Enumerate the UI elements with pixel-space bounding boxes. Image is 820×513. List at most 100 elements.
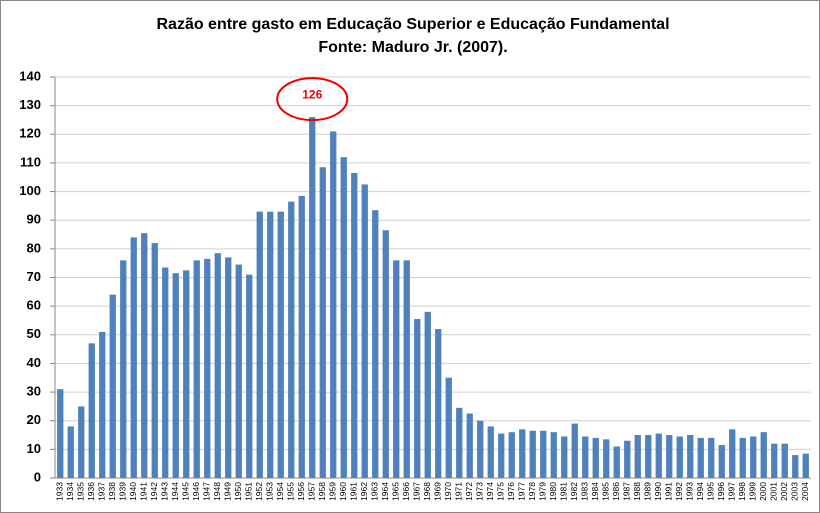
x-tick-label: 1959 (328, 482, 338, 501)
bar (613, 446, 620, 478)
y-tick-label: 60 (27, 298, 41, 313)
bar (88, 343, 95, 478)
x-tick-label: 1966 (401, 482, 411, 501)
bar (519, 429, 526, 478)
x-tick-label: 1986 (611, 482, 621, 501)
x-tick-label: 1997 (727, 482, 737, 501)
x-tick-label: 1968 (422, 482, 432, 501)
x-tick-label: 1998 (737, 482, 747, 501)
annotation: 126 (302, 87, 322, 101)
bar (802, 453, 809, 478)
x-tick-label: 1992 (674, 482, 684, 501)
x-tick-label: 2003 (790, 482, 800, 501)
x-tick-label: 1978 (527, 482, 537, 501)
bar (582, 436, 589, 478)
x-tick-label: 1939 (118, 482, 128, 501)
bar (225, 257, 232, 478)
x-tick-label: 1995 (706, 482, 716, 501)
x-tick-label: 1960 (338, 482, 348, 501)
bar (498, 433, 505, 478)
x-tick-label: 1944 (170, 482, 180, 501)
x-tick-label: 1999 (748, 482, 758, 501)
bar (424, 311, 431, 478)
x-tick-label: 1936 (86, 482, 96, 501)
y-tick-label: 90 (27, 212, 41, 227)
x-tick-label: 1975 (496, 482, 506, 501)
x-tick-label: 1948 (212, 482, 222, 501)
bar (235, 264, 242, 478)
bar (99, 331, 106, 478)
y-tick-label: 100 (19, 183, 41, 198)
x-tick-label: 1980 (548, 482, 558, 501)
bar (309, 117, 316, 478)
bar (130, 237, 137, 478)
bar (729, 429, 736, 478)
bar (697, 437, 704, 478)
x-tick-label: 1940 (128, 482, 138, 501)
bar (162, 267, 169, 478)
x-tick-label: 1976 (506, 482, 516, 501)
bar (771, 443, 778, 478)
x-tick-label: 1956 (296, 482, 306, 501)
bar (120, 260, 127, 478)
bar (592, 437, 599, 478)
x-tick-label: 1950 (233, 482, 243, 501)
bar (645, 435, 652, 478)
y-tick-label: 10 (27, 441, 41, 456)
bar (655, 433, 662, 478)
x-tick-label: 2002 (779, 482, 789, 501)
bar (508, 432, 515, 478)
x-tick-label: 2000 (758, 482, 768, 501)
x-tick-label: 1955 (286, 482, 296, 501)
x-tick-label: 1954 (275, 482, 285, 501)
y-tick-label: 110 (20, 154, 41, 169)
bar (57, 389, 64, 478)
x-tick-label: 1933 (55, 482, 65, 501)
x-tick-label: 1961 (349, 482, 359, 501)
annotation-ellipse (276, 77, 349, 122)
x-tick-label: 1947 (202, 482, 212, 501)
x-tick-label: 1945 (181, 482, 191, 501)
x-tick-label: 1970 (443, 482, 453, 501)
x-tick-label: 1951 (244, 482, 254, 501)
x-tick-label: 1953 (265, 482, 275, 501)
x-tick-label: 1996 (716, 482, 726, 501)
bar (214, 253, 221, 478)
y-tick-label: 50 (27, 326, 41, 341)
bar (204, 258, 211, 478)
x-tick-label: 1979 (538, 482, 548, 501)
bar (372, 210, 379, 479)
bar (193, 260, 200, 478)
chart-title: Razão entre gasto em Educação Superior e… (156, 16, 669, 33)
x-tick-label: 1982 (569, 482, 579, 501)
x-tick-label: 1973 (475, 482, 485, 501)
x-tick-label: 1937 (97, 482, 107, 501)
bar (687, 435, 694, 478)
bar (708, 437, 715, 478)
bar (361, 184, 368, 479)
bar (267, 211, 274, 478)
bar (487, 426, 494, 478)
bar (624, 440, 631, 478)
bar (351, 172, 358, 479)
bar (529, 430, 536, 478)
bar (718, 445, 725, 478)
bar (172, 273, 179, 478)
bar (414, 319, 421, 478)
bar (561, 436, 568, 478)
bar (393, 260, 400, 478)
y-tick-label: 30 (27, 384, 41, 399)
x-tick-label: 1974 (485, 482, 495, 501)
bar (676, 436, 683, 478)
x-tick-label: 1994 (695, 482, 705, 501)
x-tick-label: 1952 (254, 482, 264, 501)
bar (151, 243, 158, 478)
bar (792, 455, 799, 478)
x-tick-label: 1965 (391, 482, 401, 501)
bar (739, 437, 746, 478)
chart-subtitle: Fonte: Maduro Jr. (2007). (318, 39, 507, 56)
y-tick-label: 70 (27, 269, 41, 284)
bar (246, 274, 253, 478)
x-tick-label: 2001 (769, 482, 779, 501)
